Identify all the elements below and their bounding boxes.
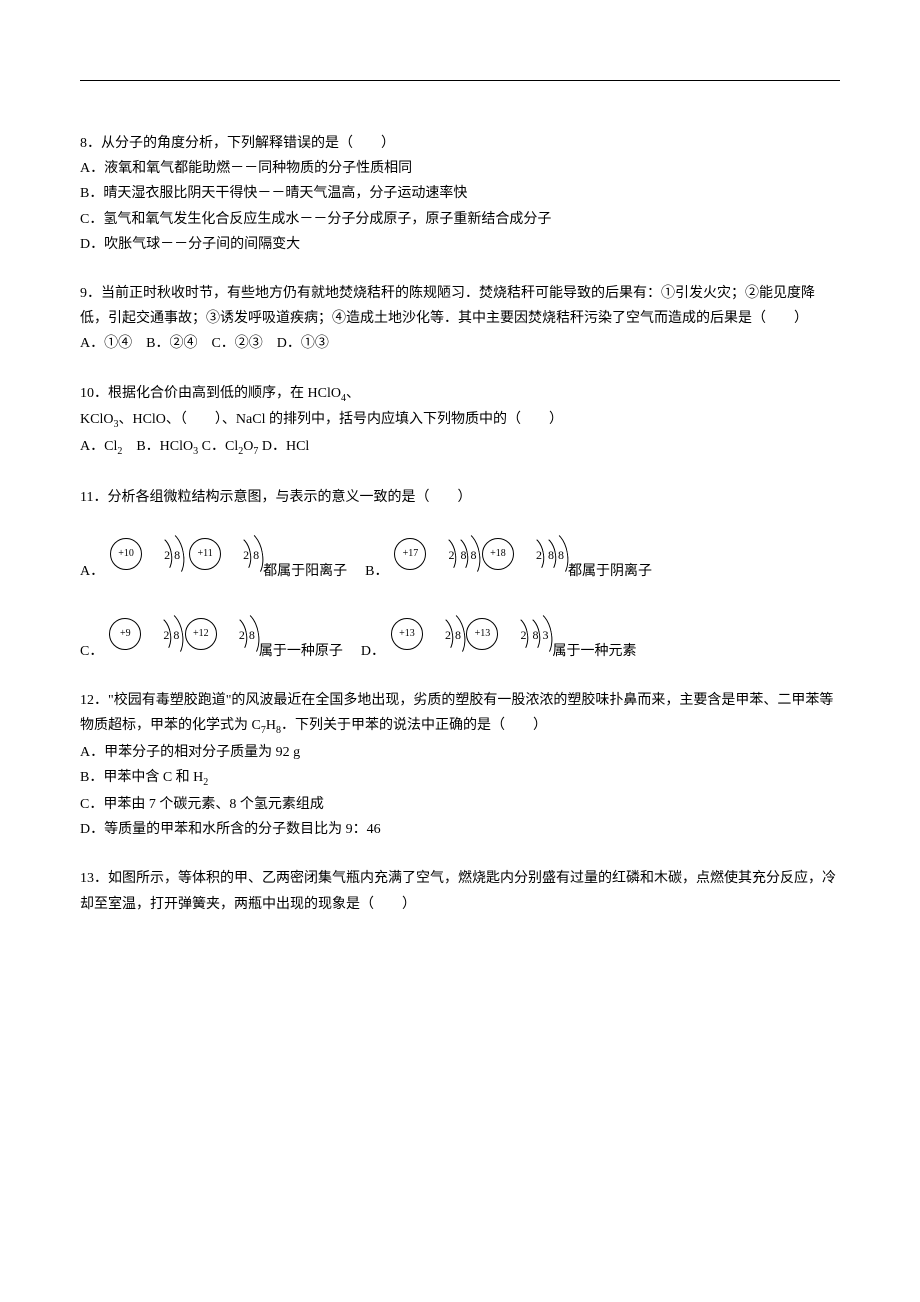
atom-b2: +18 2 8 8	[482, 524, 558, 584]
q12-stem: 12．"校园有毒塑胶跑道"的风波最近在全国多地出现，劣质的塑胶有一股浓浓的塑胶味…	[80, 688, 840, 740]
atom-d2: +13 2 8 3	[466, 604, 542, 664]
q13-stem: 13．如图所示，等体积的甲、乙两密闭集气瓶内充满了空气，燃烧匙内分别盛有过量的红…	[80, 866, 840, 916]
atom-c2: +12 2 8	[185, 604, 249, 664]
q8-opt-c: C．氢气和氧气发生化合反应生成水－－分子分成原子，原子重新结合成分子	[80, 207, 840, 232]
atom-d1: +13 2 8	[391, 604, 455, 664]
q12-opt-a: A．甲苯分子的相对分子质量为 92 g	[80, 740, 840, 765]
q11-opt-b: B． +17 2 8 8 +18 2 8 8 都属于阴离子	[365, 524, 652, 584]
q11-stem: 11．分析各组微粒结构示意图，与表示的意义一致的是（ ）	[80, 485, 840, 510]
q9-opts: A．①④ B．②④ C．②③ D．①③	[80, 331, 840, 356]
atom-a1: +10 2 8	[110, 524, 174, 584]
q10-stem: 10．根据化合价由高到低的顺序，在 HClO4、KClO3、HClO、（ ）、N…	[80, 381, 840, 435]
atom-a2: +11 2 8	[189, 524, 253, 584]
question-12: 12．"校园有毒塑胶跑道"的风波最近在全国多地出现，劣质的塑胶有一股浓浓的塑胶味…	[80, 688, 840, 842]
q8-opt-b: B．晴天湿衣服比阴天干得快－－晴天气温高，分子运动速率快	[80, 181, 840, 206]
question-8: 8．从分子的角度分析，下列解释错误的是（ ） A．液氧和氧气都能助燃－－同种物质…	[80, 131, 840, 257]
question-13: 13．如图所示，等体积的甲、乙两密闭集气瓶内充满了空气，燃烧匙内分别盛有过量的红…	[80, 866, 840, 916]
q10-opts: A．Cl2 B．HClO3 C．Cl2O7 D．HCl	[80, 434, 840, 461]
q9-stem: 9．当前正时秋收时节，有些地方仍有就地焚烧秸秆的陈规陋习．焚烧秸秆可能导致的后果…	[80, 281, 840, 331]
q11-opt-c: C． +9 2 8 +12 2 8 属于一种原子	[80, 604, 343, 664]
question-10: 10．根据化合价由高到低的顺序，在 HClO4、KClO3、HClO、（ ）、N…	[80, 381, 840, 461]
q8-opt-a: A．液氧和氧气都能助燃－－同种物质的分子性质相同	[80, 156, 840, 181]
question-9: 9．当前正时秋收时节，有些地方仍有就地焚烧秸秆的陈规陋习．焚烧秸秆可能导致的后果…	[80, 281, 840, 357]
atom-c1: +9 2 8	[109, 604, 173, 664]
q12-opt-c: C．甲苯由 7 个碳元素、8 个氢元素组成	[80, 792, 840, 817]
q12-opt-d: D．等质量的甲苯和水所含的分子数目比为 9：46	[80, 817, 840, 842]
top-rule	[80, 80, 840, 81]
q8-opt-d: D．吹胀气球－－分子间的间隔变大	[80, 232, 840, 257]
q11-opt-d: D． +13 2 8 +13 2 8 3 属于一种元素	[361, 604, 637, 664]
q11-opt-a: A． +10 2 8 +11 2 8 都属于阳离子	[80, 524, 347, 584]
question-11: 11．分析各组微粒结构示意图，与表示的意义一致的是（ ） A． +10 2 8 …	[80, 485, 840, 664]
q12-opt-b: B．甲苯中含 C 和 H2	[80, 765, 840, 792]
q8-stem: 8．从分子的角度分析，下列解释错误的是（ ）	[80, 131, 840, 156]
q11-options: A． +10 2 8 +11 2 8 都属于阳离子 B． +17	[80, 524, 840, 664]
atom-b1: +17 2 8 8	[394, 524, 470, 584]
